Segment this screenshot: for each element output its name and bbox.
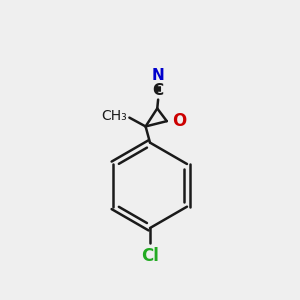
Text: CH₃: CH₃ [101,109,127,123]
Text: O: O [172,112,186,130]
Text: Cl: Cl [141,247,159,265]
Text: N: N [152,68,164,82]
Text: C: C [153,83,164,98]
